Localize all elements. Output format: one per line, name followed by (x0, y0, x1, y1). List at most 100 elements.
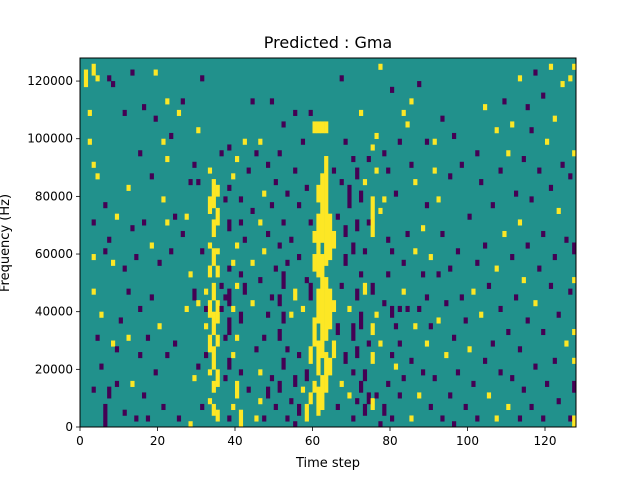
heatmap-cell-high (378, 207, 383, 214)
heatmap-cell-low (475, 415, 480, 422)
heatmap-cell-low (339, 179, 344, 186)
heatmap-cell-high (250, 300, 255, 307)
heatmap-cell-low (471, 380, 476, 387)
heatmap-cell-low (258, 277, 263, 284)
heatmap-cell-high (87, 138, 92, 145)
heatmap-cell-high (207, 167, 213, 174)
heatmap-cell-high (211, 282, 216, 301)
heatmap-cell-high (545, 138, 550, 145)
heatmap-cell-low (525, 104, 530, 111)
heatmap-cell-low (409, 161, 414, 168)
heatmap-cell-low (521, 386, 526, 393)
heatmap-cell-low (521, 156, 526, 163)
heatmap-cell-low (238, 271, 244, 278)
heatmap-cell-low (517, 415, 523, 422)
heatmap-cell-low (355, 288, 360, 301)
heatmap-cell-high (192, 375, 197, 382)
heatmap-cell-high (211, 311, 216, 336)
heatmap-cell-high (235, 156, 240, 163)
heatmap-cell-high (308, 346, 313, 364)
heatmap-cell-low (529, 403, 534, 411)
heatmap-cell-high (184, 305, 189, 312)
heatmap-cell-low (176, 415, 182, 422)
heatmap-cell-low (180, 98, 185, 105)
heatmap-cell-low (304, 184, 309, 191)
heatmap-cell-high (211, 248, 216, 266)
heatmap-cell-low (281, 219, 286, 226)
heatmap-cell-high (312, 380, 317, 393)
heatmap-cell-low (448, 392, 453, 399)
heatmap-cell-low (227, 357, 232, 370)
heatmap-cell-low (568, 288, 573, 295)
heatmap-cell-high (204, 323, 209, 330)
heatmap-cell-low (103, 421, 108, 428)
heatmap-cell-low (366, 219, 371, 226)
y-tick-label: 40000 (35, 305, 73, 319)
heatmap-cell-high (215, 248, 220, 255)
heatmap-cell-low (355, 167, 360, 180)
heatmap-cell-high (324, 156, 329, 266)
heatmap-cell-high (289, 311, 294, 318)
heatmap-cell-low (370, 282, 375, 295)
heatmap-cell-high (572, 150, 577, 157)
heatmap-cell-low (529, 127, 534, 134)
heatmap-cell-high (207, 265, 213, 278)
heatmap-cell-low (242, 236, 247, 243)
heatmap-cell-low (196, 363, 201, 370)
heatmap-cell-low (382, 300, 387, 307)
heatmap-cell-low (382, 403, 387, 416)
heatmap-cell-low (448, 265, 453, 272)
heatmap-cell-low (498, 167, 503, 174)
heatmap-cell-high (176, 109, 182, 116)
heatmap-cell-high (165, 219, 170, 226)
heatmap-cell-low (107, 75, 112, 82)
heatmap-cell-high (564, 340, 569, 347)
heatmap-cell-low (366, 340, 371, 347)
heatmap-cell-high (471, 288, 476, 295)
heatmap-cell-low (281, 271, 286, 289)
heatmap-cell-low (103, 202, 108, 209)
heatmap-cell-low (308, 109, 313, 116)
heatmap-cell-low (386, 380, 391, 387)
heatmap-cell-high (432, 167, 437, 174)
heatmap-cell-high (316, 213, 321, 278)
heatmap-cell-low (126, 288, 131, 295)
heatmap-cell-high (494, 415, 499, 422)
heatmap-cell-high (413, 323, 418, 330)
heatmap-cell-high (231, 352, 236, 359)
heatmap-cell-high (262, 190, 267, 197)
heatmap-cell-high (432, 138, 437, 145)
heatmap-cell-low (153, 115, 158, 122)
heatmap-cell-low (122, 109, 127, 116)
heatmap-cell-low (281, 357, 286, 370)
heatmap-cell-high (215, 184, 220, 197)
x-tick-label: 80 (382, 434, 397, 448)
heatmap-cell-low (331, 167, 337, 174)
heatmap-cell-high (572, 357, 577, 364)
heatmap-cell-low (192, 161, 197, 168)
heatmap-cell-low (149, 294, 154, 301)
heatmap-cell-high (533, 300, 538, 307)
heatmap-cell-low (390, 415, 395, 422)
heatmap-cell-low (250, 207, 255, 214)
heatmap-cell-low (293, 375, 298, 387)
heatmap-cell-high (316, 288, 321, 324)
heatmap-cell-low (242, 282, 247, 295)
heatmap-cell-low (223, 196, 228, 203)
heatmap-cell-low (459, 161, 464, 168)
heatmap-cell-low (541, 92, 546, 99)
heatmap-cell-high (215, 369, 220, 387)
heatmap-cell-low (114, 346, 120, 353)
heatmap-cell-low (169, 132, 174, 140)
heatmap-cell-low (362, 248, 368, 255)
heatmap-cell-high (235, 334, 240, 341)
heatmap-cell-low (200, 75, 205, 82)
heatmap-cell-low (362, 403, 368, 416)
heatmap-cell-low (386, 271, 391, 278)
heatmap-cell-high (95, 75, 100, 82)
heatmap-cell-high (362, 179, 368, 186)
heatmap-cell-high (552, 115, 557, 122)
heatmap-cell-high (215, 265, 220, 278)
heatmap-cell-low (223, 294, 228, 301)
heatmap-cell-high (331, 230, 337, 249)
